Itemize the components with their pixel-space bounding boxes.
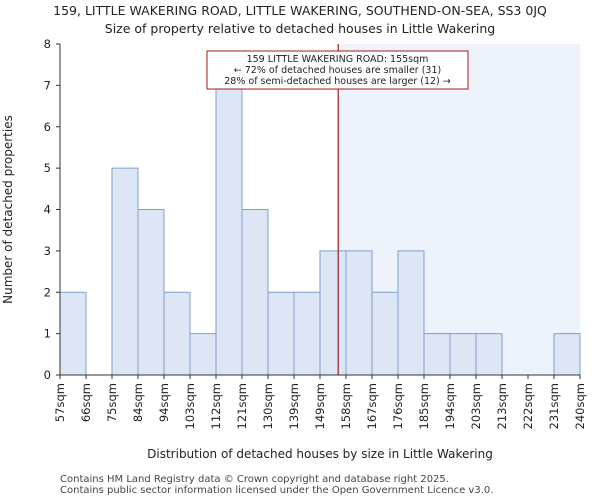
bar-167sqm: [371, 291, 399, 376]
x-tick-label: 103sqm: [183, 383, 197, 429]
chart-subtitle: Size of property relative to detached ho…: [104, 21, 496, 36]
bar-121sqm: [241, 209, 269, 376]
footer-licence: Contains public sector information licen…: [60, 485, 494, 496]
x-tick-label: 121sqm: [235, 383, 249, 429]
bars-group: [59, 84, 581, 376]
x-tick-label: 167sqm: [365, 383, 379, 429]
x-tick-label: 176sqm: [391, 383, 405, 429]
annotation-box: [206, 50, 469, 90]
y-tick-label: 6: [44, 120, 51, 134]
bar-112sqm: [215, 84, 243, 376]
bar-75sqm: [111, 167, 139, 376]
chart-title: 159, LITTLE WAKERING ROAD, LITTLE WAKERI…: [53, 3, 547, 18]
y-tick-label: 7: [44, 78, 51, 92]
x-tick-label: 240sqm: [573, 383, 587, 429]
x-tick-label: 185sqm: [417, 383, 431, 429]
annotation-line-2: ← 72% of detached houses are smaller (31…: [234, 65, 441, 76]
marker-annotation: 159 LITTLE WAKERING ROAD: 155sqm ← 72% o…: [206, 50, 469, 90]
x-tick-label: 94sqm: [157, 383, 171, 422]
y-axis-label: Number of detached properties: [1, 115, 15, 304]
bar-84sqm: [137, 209, 165, 376]
x-tick-label: 112sqm: [209, 383, 223, 429]
bar-231sqm: [553, 333, 581, 376]
bar-185sqm: [423, 333, 451, 376]
x-tick-label: 84sqm: [131, 383, 145, 422]
x-tick-label: 57sqm: [53, 383, 67, 422]
footer-copyright: Contains HM Land Registry data © Crown c…: [60, 474, 449, 485]
x-tick-label: 203sqm: [469, 383, 483, 429]
y-tick-label: 4: [44, 203, 51, 217]
x-axis-label: Distribution of detached houses by size …: [147, 447, 493, 461]
y-tick-label: 8: [44, 37, 51, 51]
x-tick-label: 130sqm: [261, 383, 275, 429]
x-ticks-group: 57sqm 66sqm 75sqm 84sqm 94sqm 103sqm 112sqm 121…: [53, 375, 587, 429]
x-tick-label: 194sqm: [443, 383, 457, 429]
x-tick-label: 213sqm: [495, 383, 509, 429]
x-tick-label: 139sqm: [287, 383, 301, 429]
bar-94sqm: [163, 291, 191, 376]
x-tick-label: 222sqm: [521, 383, 535, 429]
bar-139sqm: [293, 291, 321, 376]
y-tick-label: 2: [44, 285, 51, 299]
annotation-line-3: 28% of semi-detached houses are larger (…: [224, 76, 451, 87]
annotation-line-1: 159 LITTLE WAKERING ROAD: 155sqm: [247, 54, 429, 65]
bar-194sqm: [449, 333, 477, 376]
bar-203sqm: [475, 333, 503, 376]
bar-130sqm: [267, 291, 295, 376]
x-tick-label: 66sqm: [79, 383, 93, 422]
y-ticks-group: 0 1 2 3 4 5 6 7 8: [44, 37, 60, 382]
bar-149sqm: [319, 250, 347, 376]
bar-103sqm: [189, 333, 217, 376]
bar-176sqm: [397, 250, 425, 376]
x-tick-label: 231sqm: [547, 383, 561, 429]
y-tick-label: 3: [44, 244, 51, 258]
x-tick-label: 158sqm: [339, 383, 353, 429]
y-tick-label: 1: [44, 327, 51, 341]
bar-57sqm: [59, 291, 87, 376]
x-tick-label: 149sqm: [313, 383, 327, 429]
bar-158sqm: [345, 250, 373, 376]
y-tick-label: 0: [44, 368, 51, 382]
x-tick-label: 75sqm: [105, 383, 119, 422]
y-tick-label: 5: [44, 161, 51, 175]
